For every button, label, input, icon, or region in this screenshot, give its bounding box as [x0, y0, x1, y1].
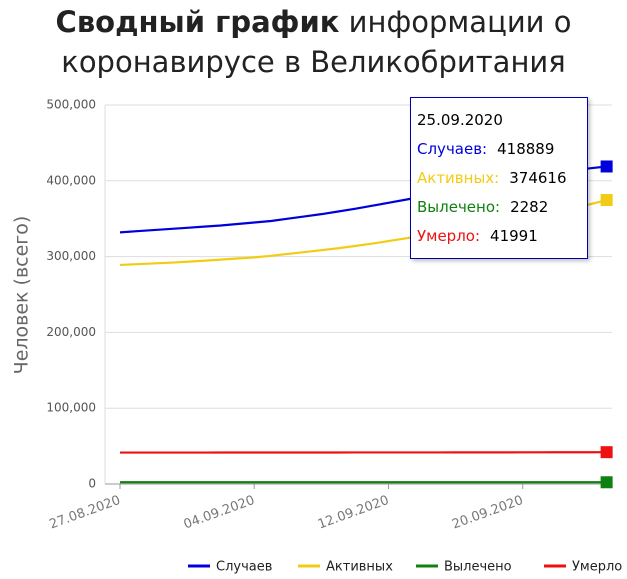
x-tick-label: 27.08.2020 [47, 493, 122, 533]
tooltip-label: Вылечено: [417, 198, 501, 216]
legend-label: Случаев [216, 560, 272, 575]
title-bold: Сводный график [55, 5, 340, 39]
y-tick-label: 400,000 [46, 173, 96, 187]
tooltip-value: 418889 [497, 140, 555, 158]
end-marker [600, 194, 613, 207]
chart-title: Сводный график информации о коронавирусе… [10, 2, 617, 82]
y-tick-label: 300,000 [46, 249, 96, 263]
tooltip-row: Активных: 374616 [417, 164, 587, 193]
x-tick-label: 20.09.2020 [450, 493, 525, 533]
y-tick-label: 200,000 [46, 325, 96, 339]
end-marker [600, 446, 613, 459]
tooltip-row: Вылечено: 2282 [417, 193, 587, 222]
x-tick-label: 04.09.2020 [182, 493, 257, 533]
tooltip-row: Умерло: 41991 [417, 222, 587, 251]
y-axis-label: Человек (всего) [11, 216, 33, 375]
end-marker [600, 476, 613, 489]
legend-label: Вылечено [444, 560, 512, 575]
tooltip: 25.09.2020 Случаев: 418889 Активных: 374616… [410, 97, 588, 259]
y-tick-label: 500,000 [46, 98, 96, 112]
tooltip-label: Активных: [417, 169, 500, 187]
y-tick-label: 0 [88, 477, 96, 491]
tooltip-label: Умерло: [417, 227, 481, 245]
y-tick-label: 100,000 [46, 401, 96, 415]
tooltip-value: 41991 [490, 227, 538, 245]
tooltip-value: 374616 [509, 169, 567, 187]
tooltip-label: Случаев: [417, 140, 488, 158]
tooltip-row: Случаев: 418889 [417, 135, 587, 164]
legend-label: Активных [326, 560, 393, 575]
title-rest: информации о коронавирусе в Великобритан… [61, 5, 572, 79]
end-marker [600, 160, 613, 173]
x-tick-label: 12.09.2020 [316, 493, 391, 533]
tooltip-date: 25.09.2020 [417, 111, 503, 129]
legend-label: Умерло [572, 560, 622, 575]
tooltip-value: 2282 [510, 198, 549, 216]
